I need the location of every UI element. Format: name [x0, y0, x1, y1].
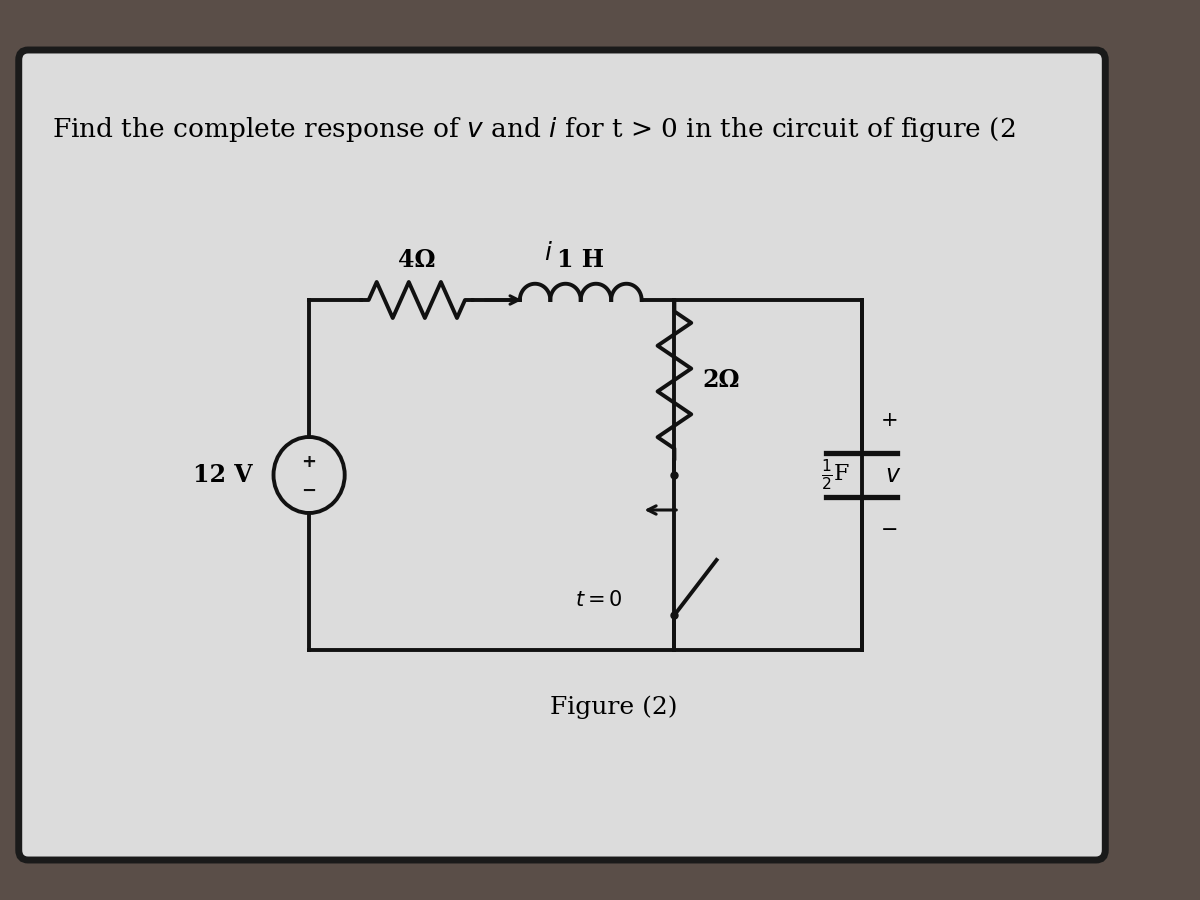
Text: 12 V: 12 V: [193, 463, 253, 487]
Text: 4Ω: 4Ω: [398, 248, 436, 272]
Text: Figure (2): Figure (2): [550, 695, 677, 718]
FancyBboxPatch shape: [19, 50, 1105, 860]
Text: −: −: [881, 520, 898, 539]
Text: $i$: $i$: [544, 242, 552, 265]
Text: −: −: [301, 482, 317, 500]
Text: $\frac{1}{2}$F: $\frac{1}{2}$F: [821, 457, 851, 492]
Text: Find the complete response of $v$ and $i$ for t > 0 in the circuit of figure (2: Find the complete response of $v$ and $i…: [52, 115, 1015, 144]
Text: 2Ω: 2Ω: [702, 368, 740, 392]
Text: 1 H: 1 H: [557, 248, 605, 272]
Text: $v$: $v$: [886, 464, 901, 487]
Text: +: +: [881, 410, 898, 429]
Text: $t = 0$: $t = 0$: [575, 590, 623, 610]
Text: +: +: [301, 453, 317, 471]
